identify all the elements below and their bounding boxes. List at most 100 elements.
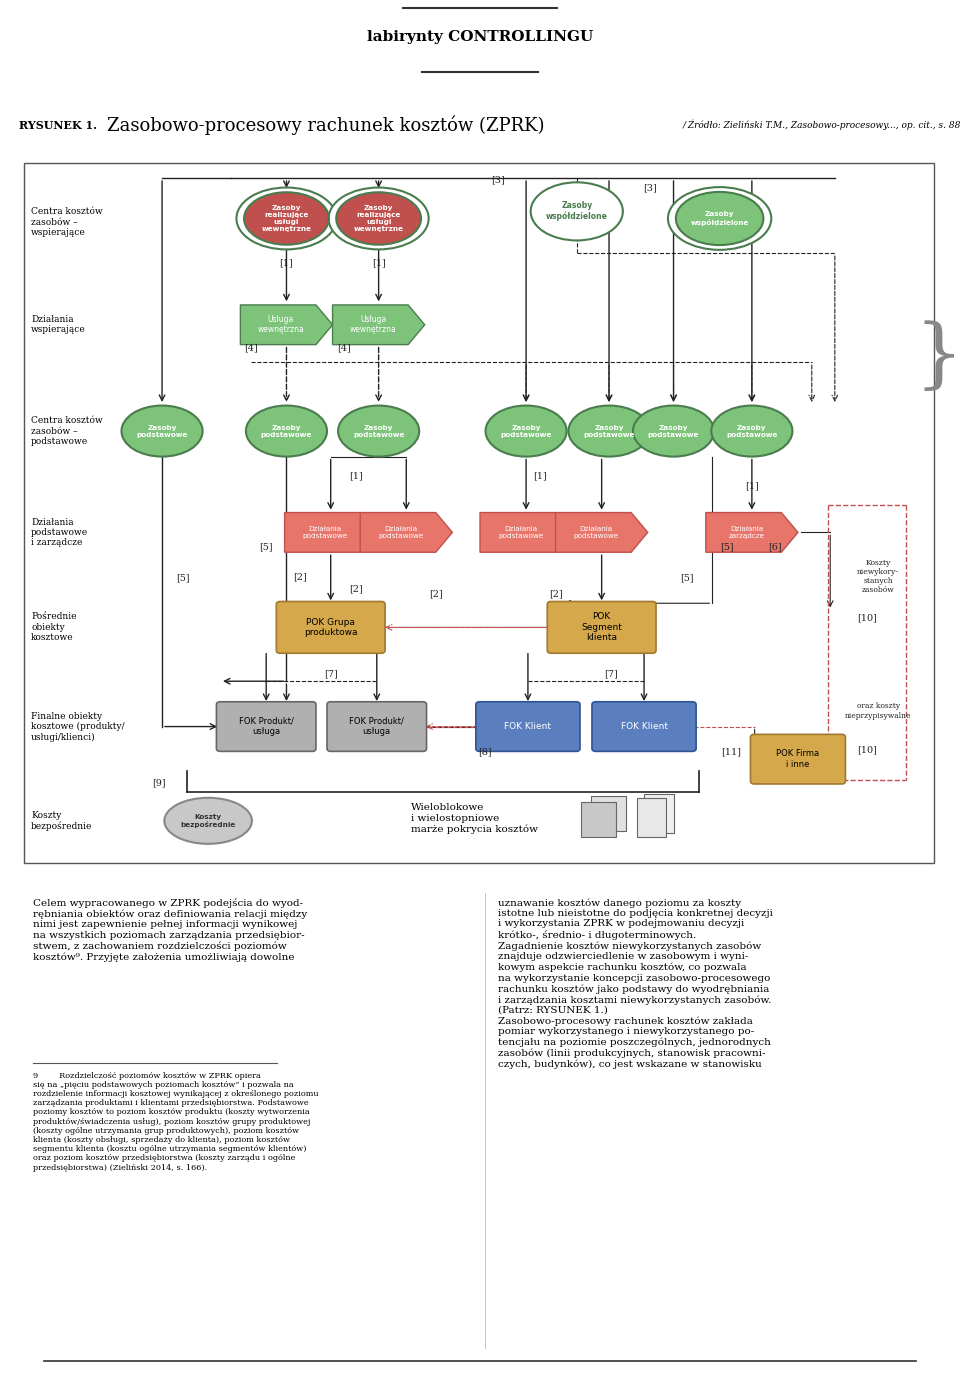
Text: [11]: [11] [721, 747, 741, 757]
FancyBboxPatch shape [636, 798, 666, 837]
Ellipse shape [486, 406, 566, 457]
Text: Centra kosztów
zasobów –
wspierające: Centra kosztów zasobów – wspierające [31, 208, 103, 237]
Text: [1]: [1] [372, 259, 386, 267]
Polygon shape [706, 512, 798, 552]
Text: Zasoby
podstawowe: Zasoby podstawowe [584, 425, 635, 438]
Text: Zasoby
podstawowe: Zasoby podstawowe [648, 425, 699, 438]
Text: Zasobowo-procesowy rachunek kosztów (ZPRK): Zasobowo-procesowy rachunek kosztów (ZPR… [107, 116, 544, 135]
FancyBboxPatch shape [327, 702, 426, 751]
Ellipse shape [336, 193, 421, 245]
Text: }: } [915, 319, 960, 394]
Text: Zasoby
podstawowe: Zasoby podstawowe [353, 425, 404, 438]
Text: Zasoby
podstawowe: Zasoby podstawowe [500, 425, 552, 438]
Text: Działania
podstawowe
i zarządcze: Działania podstawowe i zarządcze [31, 517, 88, 548]
Text: [6]: [6] [768, 542, 781, 550]
Text: Zasoby
realizujące
usługi
wewnętrzne: Zasoby realizujące usługi wewnętrzne [261, 205, 311, 233]
Text: [1]: [1] [279, 259, 294, 267]
Text: [1]: [1] [533, 471, 547, 480]
Text: Wieloblokowe
i wielostopniowe
marże pokrycia kosztów: Wieloblokowe i wielostopniowe marże pokr… [411, 804, 538, 834]
FancyBboxPatch shape [547, 601, 656, 654]
FancyBboxPatch shape [590, 795, 626, 831]
Ellipse shape [676, 191, 763, 245]
Text: [3]: [3] [643, 183, 658, 193]
Text: [2]: [2] [549, 589, 563, 599]
FancyBboxPatch shape [592, 702, 696, 751]
FancyBboxPatch shape [276, 601, 385, 654]
Text: [5]: [5] [720, 542, 733, 550]
Text: [4]: [4] [337, 344, 350, 352]
Text: FOK Produkt/
usługa: FOK Produkt/ usługa [239, 717, 294, 736]
Text: POK
Segment
klienta: POK Segment klienta [581, 612, 622, 643]
Text: FOK Klient: FOK Klient [504, 722, 551, 731]
Ellipse shape [236, 187, 337, 249]
FancyBboxPatch shape [644, 794, 674, 832]
Text: Celem wypracowanego w ZPRK podejścia do wyod-
rębniania obiektów oraz definiowan: Celem wypracowanego w ZPRK podejścia do … [33, 899, 307, 962]
Ellipse shape [668, 187, 771, 250]
Text: [7]: [7] [324, 670, 338, 678]
Text: Działania
podstawowe: Działania podstawowe [378, 526, 423, 539]
Text: / Źródło: Zieliński T.M., Zasobowo-procesowy..., op. cit., s. 88: / Źródło: Zieliński T.M., Zasobowo-proce… [683, 120, 960, 131]
Text: Finalne obiekty
kosztowe (produkty/
usługi/klienci): Finalne obiekty kosztowe (produkty/ usłu… [31, 711, 125, 742]
Text: Koszty
bezpośrednie: Koszty bezpośrednie [31, 810, 92, 831]
Ellipse shape [338, 406, 420, 457]
Text: Zasoby
podstawowe: Zasoby podstawowe [261, 425, 312, 438]
Text: [5]: [5] [259, 542, 273, 550]
FancyBboxPatch shape [24, 164, 934, 863]
Ellipse shape [568, 406, 650, 457]
Text: POK Firma
i inne: POK Firma i inne [777, 750, 820, 769]
Text: Działania
podstawowe: Działania podstawowe [302, 526, 348, 539]
Text: [10]: [10] [857, 612, 877, 622]
Text: Usługa
wewnętrzna: Usługa wewnętrzna [349, 315, 396, 334]
Text: Koszty
niewykory-
stanych
zasobów: Koszty niewykory- stanych zasobów [857, 559, 900, 594]
Text: [9]: [9] [153, 779, 166, 788]
Polygon shape [240, 305, 332, 344]
Text: RYSUNEK 1.: RYSUNEK 1. [19, 120, 97, 131]
Text: Zasoby
podstawowe: Zasoby podstawowe [136, 425, 188, 438]
Text: FOK Klient: FOK Klient [620, 722, 667, 731]
Text: [8]: [8] [478, 747, 492, 757]
Polygon shape [480, 512, 572, 552]
Text: Zasoby
realizujące
usługi
wewnętrzne: Zasoby realizujące usługi wewnętrzne [353, 205, 403, 233]
Text: Pośrednie
obiekty
kosztowe: Pośrednie obiekty kosztowe [31, 612, 77, 643]
Text: POK Grupa
produktowa: POK Grupa produktowa [304, 618, 357, 637]
Ellipse shape [246, 406, 327, 457]
FancyBboxPatch shape [476, 702, 580, 751]
Text: [7]: [7] [604, 670, 617, 678]
Ellipse shape [711, 406, 792, 457]
Text: Usługa
wewnętrzna: Usługa wewnętrzna [257, 315, 304, 334]
Ellipse shape [244, 193, 329, 245]
Text: [2]: [2] [429, 589, 443, 599]
Text: 9        Rozdzielczość poziomów kosztów w ZPRK opiera
się na „pięciu podstawowyc: 9 Rozdzielczość poziomów kosztów w ZPRK … [33, 1072, 319, 1171]
Text: Działania
podstawowe: Działania podstawowe [498, 526, 543, 539]
FancyBboxPatch shape [582, 802, 616, 837]
Text: uznawanie kosztów danego poziomu za koszty
istotne lub nieistotne do podjęcia ko: uznawanie kosztów danego poziomu za kosz… [498, 899, 774, 1069]
Text: [1]: [1] [348, 471, 363, 480]
Text: [5]: [5] [177, 574, 190, 582]
Text: Koszty
bezpośrednie: Koszty bezpośrednie [180, 813, 236, 828]
Text: [1]: [1] [745, 482, 758, 490]
Text: Zasoby
współdzielone: Zasoby współdzielone [690, 212, 749, 226]
Text: labirynty CONTROLLINGU: labirynty CONTROLLINGU [367, 30, 593, 44]
Text: Zasoby
podstawowe: Zasoby podstawowe [726, 425, 778, 438]
Ellipse shape [328, 187, 429, 249]
Ellipse shape [164, 798, 252, 843]
Polygon shape [360, 512, 452, 552]
Text: [10]: [10] [857, 746, 877, 754]
Polygon shape [284, 512, 376, 552]
Polygon shape [556, 512, 648, 552]
Text: Centra kosztów
zasobów –
podstawowe: Centra kosztów zasobów – podstawowe [31, 416, 103, 446]
Text: oraz koszty
nieprzypisywalne: oraz koszty nieprzypisywalne [845, 702, 911, 720]
Ellipse shape [531, 183, 623, 241]
Text: Zasoby
współdzielone: Zasoby współdzielone [546, 201, 608, 222]
Text: Działania
wspierające: Działania wspierające [31, 315, 86, 334]
Text: FOK Produkt/
usługa: FOK Produkt/ usługa [349, 717, 404, 736]
Ellipse shape [633, 406, 714, 457]
Text: [4]: [4] [245, 344, 258, 352]
Text: [5]: [5] [681, 574, 694, 582]
Text: [3]: [3] [492, 175, 505, 184]
Text: Działania
zarządcze: Działania zarządcze [729, 526, 764, 539]
Polygon shape [332, 305, 424, 344]
FancyBboxPatch shape [216, 702, 316, 751]
Ellipse shape [122, 406, 203, 457]
Text: [2]: [2] [294, 572, 307, 581]
